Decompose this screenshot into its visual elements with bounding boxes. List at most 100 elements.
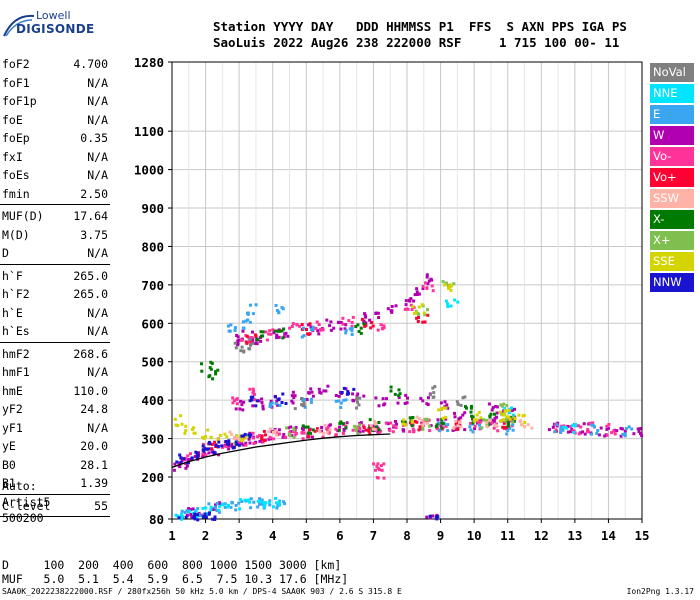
echo-point-sse xyxy=(475,413,479,417)
echo-point-x- xyxy=(285,426,289,430)
echo-point-nnw xyxy=(249,395,253,399)
echo-point-noval xyxy=(431,386,435,390)
echo-point-sse xyxy=(206,428,210,432)
echo-point-x- xyxy=(353,424,357,428)
param-value: N/A xyxy=(87,246,108,260)
echo-point-e xyxy=(337,399,341,403)
echo-point-sse xyxy=(183,431,187,435)
echo-point-e xyxy=(245,311,249,315)
echo-point-vo- xyxy=(321,328,325,332)
legend-item-sse: SSE xyxy=(650,252,694,271)
echo-point-w xyxy=(188,458,192,462)
echo-point-w xyxy=(238,407,242,411)
echo-point-w xyxy=(459,416,463,420)
echo-point-e xyxy=(258,497,262,501)
echo-point-e xyxy=(630,427,634,431)
echo-point-sse xyxy=(513,417,517,421)
echo-point-w xyxy=(395,422,398,426)
echo-point-nne xyxy=(263,503,267,507)
echo-point-e xyxy=(468,425,472,429)
echo-point-w xyxy=(251,330,254,334)
echo-point-e xyxy=(223,502,227,506)
echo-point-x- xyxy=(287,432,291,436)
echo-point-w xyxy=(363,313,367,317)
echo-point-vo- xyxy=(456,427,460,431)
echo-point-vo- xyxy=(569,425,572,429)
autoscaling-info: Auto: Artist5 500200 xyxy=(2,478,50,526)
echo-point-w xyxy=(240,403,244,407)
echo-point-x- xyxy=(359,326,363,330)
echo-point-w xyxy=(409,297,413,301)
echo-point-e xyxy=(237,501,241,505)
echo-point-e xyxy=(309,400,313,404)
echo-point-w xyxy=(426,282,430,286)
echo-point-vo- xyxy=(428,429,432,433)
echo-point-nnw xyxy=(193,512,197,516)
echo-point-w xyxy=(242,400,246,404)
echo-point-w xyxy=(429,277,433,281)
echo-point-nne xyxy=(507,411,511,415)
echo-point-w xyxy=(311,394,315,398)
echo-point-e xyxy=(180,509,184,513)
echo-point-w xyxy=(200,513,204,517)
echo-point-w xyxy=(425,273,429,277)
echo-point-vo- xyxy=(341,322,345,326)
legend-item-nnw: NNW xyxy=(650,273,694,292)
echo-point-w xyxy=(415,293,419,296)
echo-point-w xyxy=(317,332,321,336)
echo-point-sse xyxy=(244,436,247,440)
echo-point-w xyxy=(290,394,294,398)
echo-point-x- xyxy=(434,425,438,429)
echo-point-vo- xyxy=(250,336,254,339)
echo-point-sse xyxy=(209,436,213,440)
echo-point-x- xyxy=(255,337,259,341)
echo-point-nne xyxy=(562,425,566,429)
echo-point-nne xyxy=(180,514,184,518)
echo-point-e xyxy=(339,406,343,409)
echo-point-x- xyxy=(356,432,360,436)
echo-point-nnw xyxy=(177,516,181,520)
echo-point-e xyxy=(254,303,258,307)
echo-point-w xyxy=(407,298,411,302)
echo-point-w xyxy=(277,428,281,432)
x-tick-label: 13 xyxy=(567,528,582,543)
echo-point-e xyxy=(311,328,314,332)
echo-point-vo- xyxy=(505,427,509,431)
echo-point-nnw xyxy=(213,515,217,519)
echo-point-vo- xyxy=(262,429,266,433)
echo-point-w xyxy=(317,387,321,391)
echo-point-vo- xyxy=(372,462,376,466)
echo-point-ssw xyxy=(452,426,456,430)
echo-point-vo- xyxy=(577,432,581,436)
param-name: h`F2 xyxy=(2,287,30,301)
echo-point-sse xyxy=(202,437,206,440)
echo-point-vo- xyxy=(351,315,355,319)
echo-point-e xyxy=(269,404,273,408)
echo-point-x- xyxy=(282,327,286,331)
echo-point-vo- xyxy=(431,289,435,293)
echo-point-x- xyxy=(280,329,284,333)
echo-point-nne xyxy=(274,496,277,500)
echo-point-e xyxy=(183,511,187,515)
echo-point-w xyxy=(210,449,214,453)
echo-point-e xyxy=(478,423,481,427)
echo-point-e xyxy=(595,432,599,435)
param-row: yF1 N/A xyxy=(0,419,110,437)
echo-point-vo- xyxy=(384,421,388,425)
echo-point-vo- xyxy=(456,422,460,426)
echo-point-ssw xyxy=(369,424,373,428)
echo-point-vo- xyxy=(302,431,306,435)
echo-point-w xyxy=(457,417,461,421)
echo-point-w xyxy=(425,420,429,423)
param-name: yF2 xyxy=(2,402,23,416)
echo-point-w xyxy=(421,399,425,403)
echo-point-w xyxy=(376,311,380,315)
echo-point-vo- xyxy=(361,424,365,428)
echo-point-vo- xyxy=(579,425,583,429)
echo-point-w xyxy=(177,461,181,465)
echo-point-e xyxy=(252,500,256,504)
echo-point-vo- xyxy=(424,281,427,285)
echo-point-e xyxy=(215,509,219,513)
echo-point-ssw xyxy=(415,415,419,419)
echo-point-sse xyxy=(473,419,477,423)
